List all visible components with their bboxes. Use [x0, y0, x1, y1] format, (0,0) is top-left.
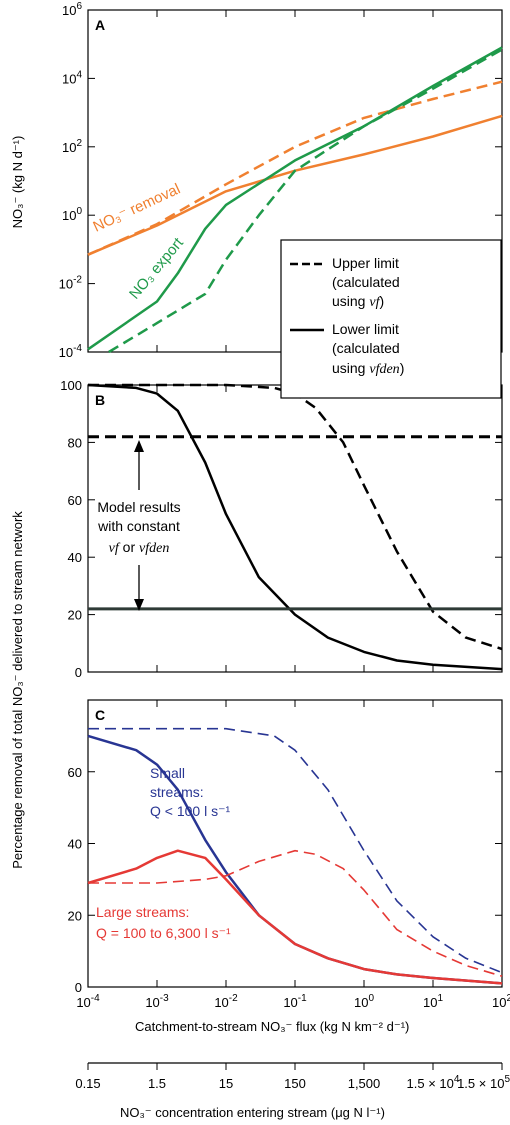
- secondary-tick-label-4: 1,500: [348, 1076, 381, 1091]
- panel-bc-y-axis-label: Percentage removal of total NO₃⁻ deliver…: [10, 511, 25, 869]
- model-results-line2: with constant: [97, 518, 180, 534]
- secondary-tick-label-5: 1.5 × 104: [407, 1074, 460, 1091]
- secondary-tick-label-0: 0.15: [75, 1076, 100, 1091]
- x-tick-label-4: 100: [354, 993, 374, 1010]
- panel-a-y-axis-label: NO₃⁻ (kg N d⁻¹): [10, 136, 25, 229]
- model-results-annotation: Model results with constant vf or vfden: [97, 440, 181, 611]
- panel-c: C 0 20 40 60 10-4 10-3 10-2 10-1 100 101 102 Small…: [68, 699, 510, 1034]
- secondary-axis-label: NO₃⁻ concentration entering stream (μg N…: [120, 1105, 385, 1120]
- panel-c-series-line-1: [88, 727, 503, 974]
- panel-b-y-tick-label-5: 100: [60, 378, 82, 393]
- panel-b-y-tick-label-0: 0: [75, 665, 82, 680]
- legend-upper-line1: Upper limit: [332, 255, 399, 271]
- panel-b-y-tick-label-3: 60: [68, 493, 82, 508]
- arrow-up-head: [134, 440, 144, 452]
- panel-c-y-tick-label-1: 20: [68, 908, 82, 923]
- panel-b-series-line-1: [87, 383, 503, 671]
- large-streams-line1: Large streams:: [96, 904, 189, 920]
- x-tick-label-3: 10-1: [283, 993, 307, 1010]
- panel-a-series-line-3: [108, 48, 503, 354]
- panel-b-y-tick-label-1: 20: [68, 608, 82, 623]
- panel-a-y-tick-label-4: 104: [62, 69, 82, 86]
- x-tick-label-1: 10-3: [145, 993, 169, 1010]
- panel-b: B 0 20 40 60 80 100 Model results with consta…: [60, 378, 503, 680]
- panel-b-series-line-0: [88, 383, 503, 651]
- panel-c-y-tick-label-2: 40: [68, 837, 82, 852]
- x-tick-label-6: 102: [492, 993, 510, 1010]
- panel-a-y-tick-label-0: 10-4: [59, 343, 83, 360]
- export-label: NO₃ export: [126, 234, 187, 303]
- secondary-tick-label-6: 1.5 × 105: [457, 1074, 510, 1091]
- panel-a-y-tick-label-2: 100: [62, 206, 82, 223]
- model-results-line1: Model results: [97, 499, 180, 515]
- panel-b-letter: B: [95, 392, 105, 408]
- small-streams-line3: Q < 100 l s⁻¹: [150, 803, 230, 819]
- legend-lower-line2: (calculated: [332, 340, 400, 356]
- panel-a-y-tick-label-1: 10-2: [59, 275, 83, 292]
- large-streams-line2: Q = 100 to 6,300 l s⁻¹: [96, 925, 231, 941]
- panel-a-series-line-1: [87, 80, 503, 256]
- removal-label: NO₃⁻ removal: [91, 180, 183, 235]
- x-tick-label-2: 10-2: [214, 993, 238, 1010]
- legend-box: [280, 239, 502, 399]
- secondary-tick-label-3: 150: [284, 1076, 306, 1091]
- model-results-line3: vf or vfden: [109, 539, 170, 556]
- legend-lower-line1: Lower limit: [332, 321, 399, 337]
- panel-c-y-tick-label-0: 0: [75, 980, 82, 995]
- secondary-tick-label-2: 15: [219, 1076, 233, 1091]
- panel-a-y-tick-label-5: 106: [62, 1, 82, 18]
- panel-c-letter: C: [95, 707, 105, 723]
- legend-upper-line2: (calculated: [332, 274, 400, 290]
- x-axis-label: Catchment-to-stream NO₃⁻ flux (kg N km⁻²…: [135, 1019, 409, 1034]
- small-streams-line1: Small: [150, 765, 185, 781]
- panel-a-letter: A: [95, 17, 105, 33]
- panel-c-series-line-2: [87, 849, 503, 985]
- x-tick-label-5: 101: [423, 993, 443, 1010]
- small-streams-line2: streams:: [150, 784, 204, 800]
- panel-a-series-line-0: [87, 114, 503, 256]
- legend: Upper limit (calculated using vf) Lower …: [280, 239, 502, 399]
- panel-c-y-tick-label-3: 60: [68, 765, 82, 780]
- x-tick-label-0: 10-4: [76, 993, 100, 1010]
- panel-b-y-tick-label-4: 80: [68, 435, 82, 450]
- secondary-tick-label-1: 1.5: [148, 1076, 166, 1091]
- legend-upper-line3: using vf): [332, 293, 384, 310]
- panel-a-series-line-2: [87, 46, 503, 351]
- legend-lower-line3: using vfden): [332, 360, 404, 377]
- panel-b-y-tick-label-2: 40: [68, 550, 82, 565]
- panel-a-y-tick-label-3: 102: [62, 138, 82, 155]
- arrow-down-head: [134, 599, 144, 611]
